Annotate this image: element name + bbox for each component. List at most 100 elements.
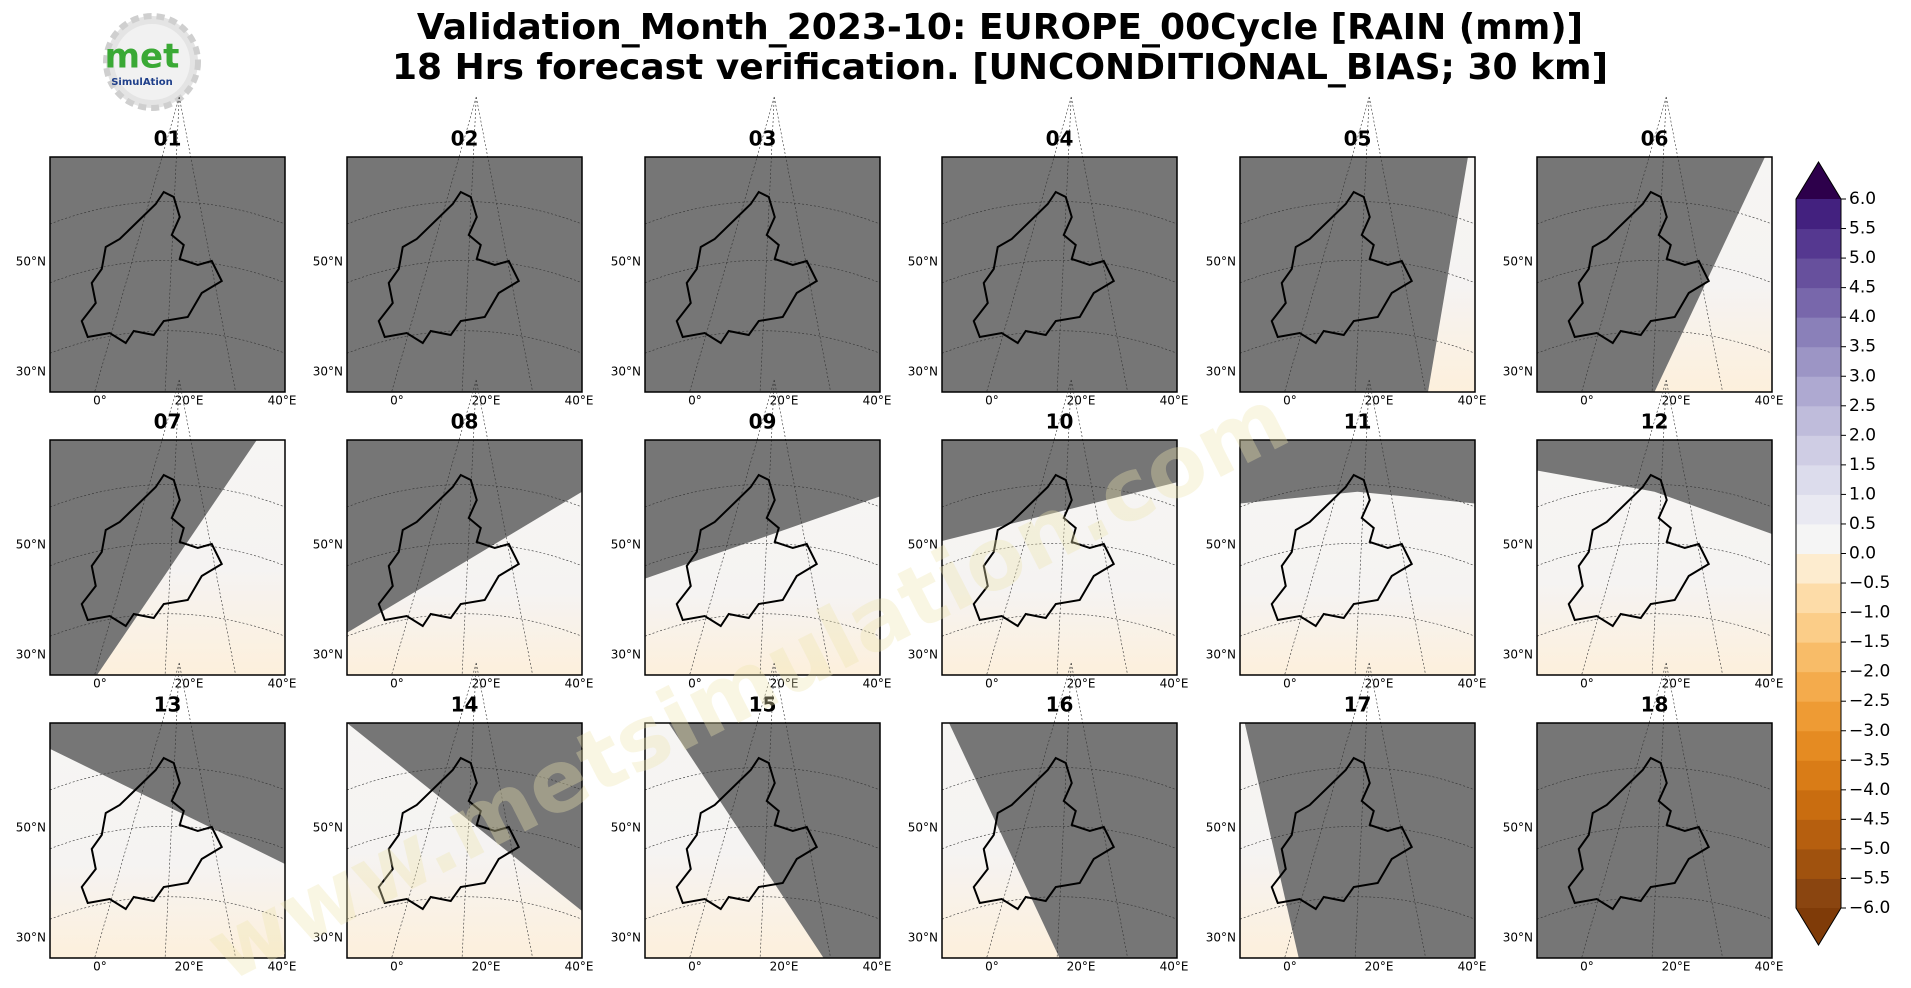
panel-title: 06 xyxy=(1641,127,1669,151)
data-region xyxy=(347,491,582,675)
graticule xyxy=(346,896,583,920)
lon-label: 20°E xyxy=(1365,677,1394,691)
lon-label: 0° xyxy=(390,394,404,408)
colorbar-tick-label: −4.0 xyxy=(1849,780,1890,800)
logo-sub: SimulAtion xyxy=(111,77,173,88)
lon-label: 0° xyxy=(390,960,404,974)
graticule xyxy=(759,379,775,676)
colorbar-tick-label: −4.5 xyxy=(1849,809,1890,829)
lat-label: 50°N xyxy=(1503,538,1533,552)
panel-title: 01 xyxy=(154,127,182,151)
colorbar-band xyxy=(1796,435,1841,466)
lat-label: 50°N xyxy=(1503,255,1533,269)
graticule xyxy=(941,542,1178,567)
data-region xyxy=(1240,491,1475,675)
graticule xyxy=(644,259,881,284)
graticule xyxy=(1581,662,1667,959)
lat-label: 50°N xyxy=(611,255,641,269)
colorbar-tick-label: −2.0 xyxy=(1849,662,1890,682)
data-region xyxy=(942,723,1060,958)
graticule xyxy=(346,330,583,354)
lon-label: 20°E xyxy=(472,394,501,408)
lon-label: 40°E xyxy=(268,677,297,691)
lon-label: 0° xyxy=(93,394,107,408)
lat-label: 50°N xyxy=(313,255,343,269)
colorbar-band xyxy=(1796,287,1841,318)
colorbar-band xyxy=(1796,760,1841,791)
lon-label: 0° xyxy=(1283,394,1297,408)
graticule xyxy=(1239,201,1476,225)
graticule xyxy=(1536,259,1773,284)
map-frame xyxy=(941,156,1178,393)
lon-label: 0° xyxy=(985,394,999,408)
lat-label: 50°N xyxy=(908,821,938,835)
lat-label: 30°N xyxy=(1206,365,1236,379)
colorbar-band xyxy=(1796,583,1841,614)
colorbar-band xyxy=(1796,848,1841,879)
colorbar-band xyxy=(1796,317,1841,348)
lon-label: 40°E xyxy=(1458,960,1487,974)
colorbar-band xyxy=(1796,701,1841,732)
colorbar-extend-under xyxy=(1796,908,1841,945)
map-panel: 18 50°N 30°N 0° 20°E 40°E xyxy=(1503,662,1784,974)
graticule xyxy=(391,662,477,959)
coastline xyxy=(972,756,1116,911)
map-panel: 17 50°N 30°N 0° 20°E 40°E xyxy=(1206,662,1487,974)
map-panel: 15 50°N 30°N 0° 20°E 40°E xyxy=(611,662,891,974)
map-panel: 05 50°N 30°N 0° 20°E 40°E xyxy=(1206,96,1486,408)
graticule xyxy=(644,542,881,567)
graticule xyxy=(461,662,477,959)
graticule xyxy=(346,484,583,508)
graticule xyxy=(94,662,180,959)
coastline xyxy=(80,190,224,345)
graticule xyxy=(644,613,881,637)
colorbar: 6.0 5.5 5.0 4.5 4.0 3.5 3.0 2.5 2.0 1.5 1.0 0.5 0.0 −… xyxy=(1795,161,1890,946)
lon-label: 40°E xyxy=(1755,960,1784,974)
lon-label: 0° xyxy=(1283,960,1297,974)
lon-label: 20°E xyxy=(175,677,204,691)
graticule xyxy=(1284,662,1370,959)
lon-label: 0° xyxy=(390,677,404,691)
lon-label: 20°E xyxy=(1662,677,1691,691)
graticule xyxy=(941,767,1178,791)
data-region xyxy=(942,482,1177,675)
colorbar-band xyxy=(1796,405,1841,436)
data-region xyxy=(50,748,285,958)
logo-main: met xyxy=(105,37,180,77)
lon-label: 20°E xyxy=(1067,960,1096,974)
map-frame xyxy=(644,722,881,959)
graticule xyxy=(986,96,1072,393)
lat-label: 50°N xyxy=(908,538,938,552)
graticule xyxy=(941,484,1178,508)
map-frame xyxy=(1536,156,1773,393)
map-panel: 04 50°N 30°N 0° 20°E 40°E xyxy=(908,96,1188,408)
lat-label: 30°N xyxy=(313,365,343,379)
lon-label: 20°E xyxy=(175,960,204,974)
map-frame xyxy=(49,439,286,676)
graticule xyxy=(346,825,583,850)
graticule xyxy=(941,330,1178,354)
data-region xyxy=(1654,157,1772,392)
data-region xyxy=(1537,470,1772,675)
graticule xyxy=(1354,662,1370,959)
lon-label: 40°E xyxy=(1458,677,1487,691)
map-frame xyxy=(49,722,286,959)
graticule xyxy=(49,259,286,284)
panel-title: 18 xyxy=(1641,693,1669,717)
graticule xyxy=(49,896,286,920)
map-frame xyxy=(941,439,1178,676)
panel-title: 07 xyxy=(154,410,182,434)
graticule xyxy=(1536,767,1773,791)
lon-label: 20°E xyxy=(1067,677,1096,691)
graticule xyxy=(941,613,1178,637)
colorbar-tick-label: 0.0 xyxy=(1849,544,1876,564)
panel-title: 17 xyxy=(1344,693,1372,717)
lon-label: 20°E xyxy=(770,394,799,408)
colorbar-band xyxy=(1796,464,1841,495)
panel-title: 14 xyxy=(451,693,479,717)
lon-label: 40°E xyxy=(565,960,594,974)
graticule xyxy=(689,379,775,676)
map-panel: 02 50°N 30°N 0° 20°E 40°E xyxy=(313,96,593,408)
colorbar-tick-label: −0.5 xyxy=(1849,573,1890,593)
lon-label: 0° xyxy=(1580,394,1594,408)
